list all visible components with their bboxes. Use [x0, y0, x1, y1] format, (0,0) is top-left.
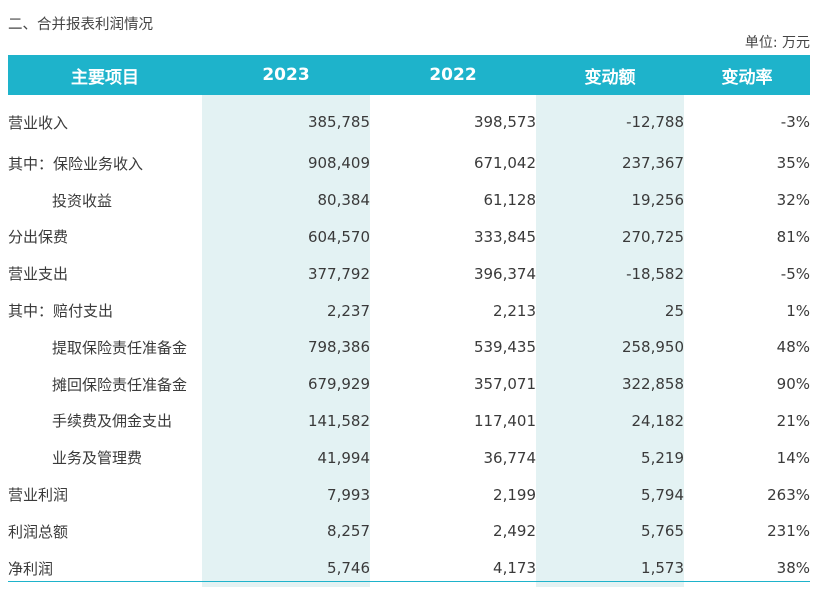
value-2023: 8,257: [202, 512, 370, 550]
table-row: 分出保费 604,570 333,845 270,725 81%: [8, 218, 810, 256]
table-row: 摊回保险责任准备金 679,929 357,071 322,858 90%: [8, 365, 810, 403]
table-row: 营业收入 385,785 398,573 -12,788 -3%: [8, 95, 810, 145]
value-2023: 604,570: [202, 218, 370, 256]
value-change: 1,573: [536, 549, 684, 587]
value-change: 24,182: [536, 402, 684, 440]
profit-table: 主要项目 2023 2022 变动额 变动率 营业收入 385,785 398,57…: [8, 55, 810, 587]
row-label: 分出保费: [8, 228, 69, 247]
table-row: 提取保险责任准备金 798,386 539,435 258,950 48%: [8, 328, 810, 366]
table-row: 营业支出 377,792 396,374 -18,582 -5%: [8, 255, 810, 293]
value-rate: 14%: [776, 448, 810, 467]
value-2022: 61,128: [483, 191, 537, 210]
row-label: 手续费及佣金支出: [52, 412, 173, 431]
value-2022: 539,435: [473, 338, 536, 357]
header-item: 主要项目: [8, 55, 202, 95]
row-label: 利润总额: [8, 522, 69, 541]
row-label: 营业利润: [8, 486, 69, 505]
value-2023: 7,993: [202, 476, 370, 513]
value-2022: 2,213: [493, 301, 536, 320]
row-label: 营业支出: [8, 265, 69, 284]
value-change: 322,858: [536, 365, 684, 403]
value-2022: 398,573: [473, 113, 536, 131]
row-label: 提取保险责任准备金: [52, 338, 188, 357]
value-change: -12,788: [536, 95, 684, 145]
value-rate: 90%: [776, 375, 810, 394]
value-rate: 48%: [776, 338, 810, 357]
value-2022: 117,401: [473, 411, 536, 430]
table-row: 净利润 5,746 4,173 1,573 38%: [8, 549, 810, 587]
value-rate: 38%: [776, 559, 810, 578]
value-rate: 231%: [767, 522, 810, 541]
value-2023: 908,409: [202, 145, 370, 182]
row-label: 营业收入: [8, 113, 69, 132]
value-change: 258,950: [536, 328, 684, 366]
value-2023: 41,994: [202, 439, 370, 477]
value-2022: 2,492: [493, 522, 536, 541]
value-rate: 32%: [776, 191, 810, 210]
unit-label: 单位: 万元: [744, 35, 810, 51]
row-label: 其中：保险业务收入: [8, 154, 144, 173]
value-2022: 4,173: [493, 559, 536, 578]
table-bottom-rule: [8, 581, 810, 582]
value-rate: -5%: [780, 264, 810, 283]
table-row: 其中：保险业务收入 908,409 671,042 237,367 35%: [8, 145, 810, 182]
value-2023: 2,237: [202, 292, 370, 329]
table-row: 其中：赔付支出 2,237 2,213 25 1%: [8, 292, 810, 329]
value-change: -18,582: [536, 255, 684, 293]
value-change: 237,367: [536, 145, 684, 182]
value-rate: 35%: [776, 154, 810, 173]
row-label: 其中：赔付支出: [8, 302, 114, 321]
value-2023: 377,792: [202, 255, 370, 293]
value-rate: 1%: [786, 301, 810, 320]
report-title: 二、合并报表利润情况: [8, 17, 153, 33]
row-label: 净利润: [8, 559, 54, 578]
row-label: 摊回保险责任准备金: [52, 375, 188, 394]
header-2023: 2023: [202, 55, 370, 95]
value-2022: 671,042: [473, 154, 536, 173]
value-2022: 333,845: [473, 227, 536, 246]
value-rate: 21%: [776, 411, 810, 430]
table-row: 营业利润 7,993 2,199 5,794 263%: [8, 476, 810, 513]
value-rate: 263%: [767, 485, 810, 504]
value-change: 19,256: [536, 181, 684, 219]
table-row: 手续费及佣金支出 141,582 117,401 24,182 21%: [8, 402, 810, 440]
value-2023: 80,384: [202, 181, 370, 219]
value-2023: 385,785: [202, 95, 370, 145]
value-2023: 141,582: [202, 402, 370, 440]
row-label: 投资收益: [52, 191, 113, 210]
value-change: 25: [536, 292, 684, 329]
header-rate: 变动率: [684, 55, 810, 95]
value-change: 5,765: [536, 512, 684, 550]
value-change: 5,794: [536, 476, 684, 513]
value-2023: 679,929: [202, 365, 370, 403]
table-row: 业务及管理费 41,994 36,774 5,219 14%: [8, 439, 810, 477]
value-2022: 2,199: [493, 485, 536, 504]
header-change: 变动额: [536, 55, 684, 95]
header-2022: 2022: [370, 55, 536, 95]
value-2022: 396,374: [473, 264, 536, 283]
value-change: 270,725: [536, 218, 684, 256]
table-row: 利润总额 8,257 2,492 5,765 231%: [8, 512, 810, 550]
value-2022: 36,774: [483, 448, 537, 467]
value-change: 5,219: [536, 439, 684, 477]
value-rate: 81%: [776, 227, 810, 246]
value-2023: 798,386: [202, 328, 370, 366]
value-2023: 5,746: [202, 549, 370, 587]
table-header-row: 主要项目 2023 2022 变动额 变动率: [8, 55, 810, 95]
row-label: 业务及管理费: [52, 449, 143, 468]
value-rate: -3%: [780, 113, 810, 131]
value-2022: 357,071: [473, 375, 536, 394]
table-row: 投资收益 80,384 61,128 19,256 32%: [8, 181, 810, 219]
